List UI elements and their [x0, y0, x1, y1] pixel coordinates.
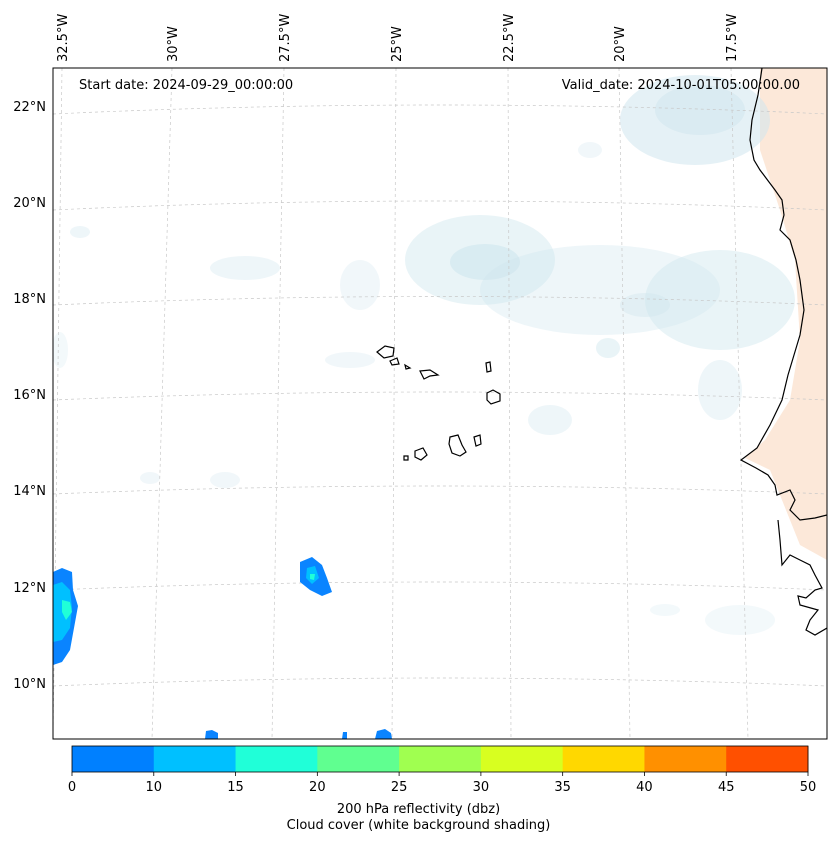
lat-label: 22°N: [13, 100, 46, 115]
lat-label: 10°N: [13, 677, 46, 692]
colorbar-tick-label: 20: [309, 780, 326, 795]
colorbar-tick-label: 40: [636, 780, 653, 795]
coastline-africa: [739, 68, 827, 521]
colorbar-tick-label: 30: [473, 780, 490, 795]
lon-label: 32.5°W: [56, 14, 71, 62]
valid-date-label: Valid_date: 2024-10-01T05:00:00.00: [561, 78, 800, 93]
map-background: [53, 68, 827, 739]
colorbar: 0 10 15 20 25 30 35 40 45 50: [68, 745, 817, 795]
colorbar-swatch: [726, 746, 809, 772]
lat-labels: 22°N 20°N 18°N 16°N 14°N 12°N 10°N: [13, 100, 46, 692]
lat-label: 20°N: [13, 196, 46, 211]
reflectivity-bottom-cells: [205, 729, 392, 739]
colorbar-swatch: [644, 746, 727, 772]
colorbar-tick-label: 35: [554, 780, 571, 795]
colorbar-swatch: [72, 746, 155, 772]
lon-label: 22.5°W: [502, 14, 517, 62]
colorbar-sublabel: Cloud cover (white background shading): [286, 818, 551, 833]
colorbar-tick-label: 15: [227, 780, 244, 795]
lat-label: 18°N: [13, 292, 46, 307]
colorbar-swatch: [153, 746, 237, 772]
colorbar-swatch: [317, 746, 400, 772]
colorbar-swatch: [562, 746, 645, 772]
colorbar-swatch: [480, 746, 564, 772]
lat-label: 12°N: [13, 581, 46, 596]
lat-label: 16°N: [13, 388, 46, 403]
colorbar-swatch: [235, 746, 318, 772]
reflectivity-west-cell: [53, 568, 78, 665]
colorbar-tick-label: 10: [146, 780, 163, 795]
colorbar-tick-label: 50: [800, 780, 817, 795]
colorbar-label: 200 hPa reflectivity (dbz): [336, 802, 501, 817]
colorbar-tick-label: 45: [718, 780, 735, 795]
lon-label: 20°W: [613, 26, 628, 62]
lon-label: 25°W: [390, 26, 405, 62]
colorbar-tick-label: 25: [391, 780, 408, 795]
cape-verde-islands: [376, 345, 501, 461]
cloud-cover: [53, 75, 795, 635]
lat-label: 14°N: [13, 484, 46, 499]
reflectivity-center-cell: [300, 557, 332, 596]
colorbar-swatch: [399, 746, 482, 772]
colorbar-frame: [71, 745, 809, 773]
map-frame: [52, 67, 828, 740]
colorbar-tick-label: 0: [68, 780, 76, 795]
lon-label: 30°W: [166, 26, 181, 62]
land-shading: [745, 68, 827, 560]
lon-labels: 32.5°W 30°W 27.5°W 25°W 22.5°W 20°W 17.5…: [56, 14, 740, 62]
lon-label: 27.5°W: [278, 14, 293, 62]
coastline-guinea-bissau: [777, 519, 827, 636]
start-date-label: Start date: 2024-09-29_00:00:00: [79, 78, 294, 93]
map-layers: [53, 68, 827, 739]
lon-label: 17.5°W: [725, 14, 740, 62]
